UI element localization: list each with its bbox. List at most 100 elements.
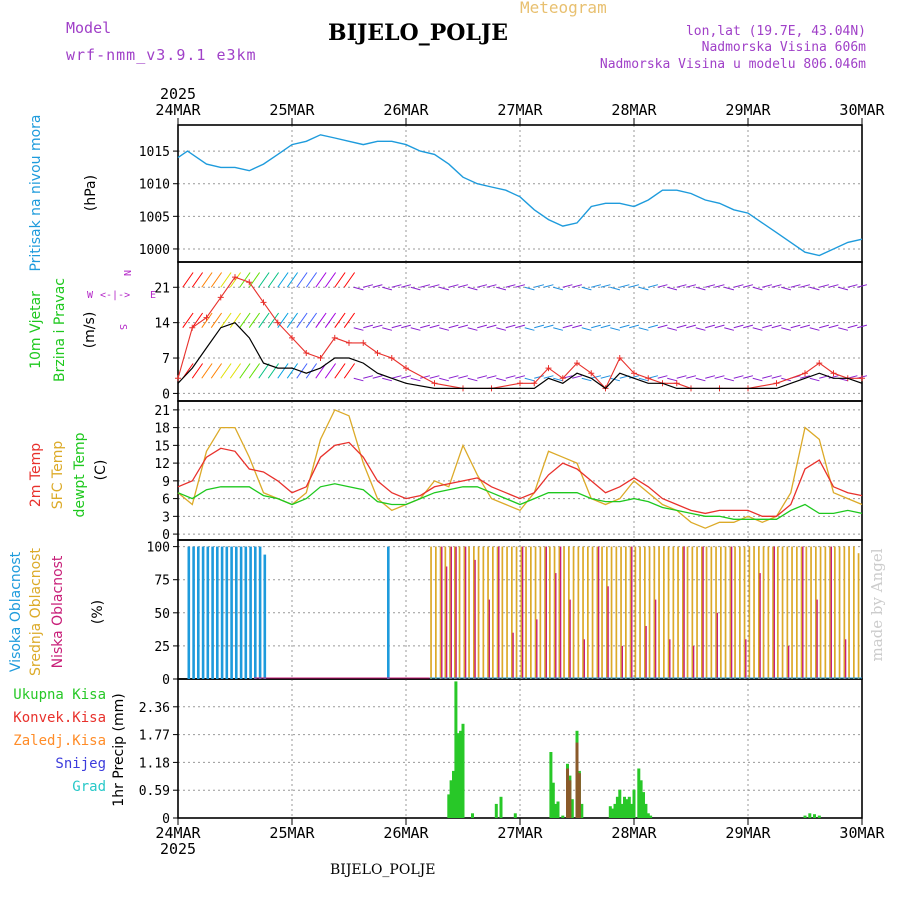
mid-cloud-bar xyxy=(691,546,694,679)
wind-barb xyxy=(267,363,280,379)
compass-s: S xyxy=(117,324,128,330)
wind-barb xyxy=(343,272,356,288)
mid-cloud-bar xyxy=(454,546,456,679)
wind-barb xyxy=(305,312,318,328)
total-rain-bar xyxy=(808,813,812,818)
wind-barb xyxy=(686,284,697,288)
high-cloud-bar xyxy=(220,546,224,679)
total-rain-bar xyxy=(817,815,821,818)
y-tick-label: 21 xyxy=(154,404,170,419)
wind-barb xyxy=(733,284,744,288)
wind-barb xyxy=(705,324,716,329)
wind-barb xyxy=(448,284,459,288)
y-tick-label: 1010 xyxy=(139,178,170,193)
x-tick-label-bottom: 24MAR xyxy=(155,824,201,842)
wind-barb xyxy=(420,324,431,329)
mid-cloud-bar xyxy=(615,546,618,679)
mid-cloud-bar xyxy=(596,546,599,679)
wind-barb xyxy=(239,312,251,328)
y-tick-label: 7 xyxy=(162,352,170,367)
wind-barb xyxy=(410,377,421,382)
wind-gust-marker xyxy=(773,380,780,387)
wind-barb xyxy=(800,375,811,379)
wind-barb xyxy=(496,377,507,382)
wind-barb xyxy=(638,286,649,291)
mid-cloud-bar xyxy=(444,546,447,679)
wind-barb xyxy=(857,324,868,329)
wind-barb xyxy=(762,375,773,379)
wind-gust-marker xyxy=(303,349,310,356)
mid-cloud-bar xyxy=(753,546,755,679)
mid-cloud-bar xyxy=(710,546,713,679)
wind-gust-marker xyxy=(388,355,395,362)
wind-gust-marker xyxy=(531,380,538,387)
y-tick-label: 18 xyxy=(154,422,170,437)
mid-cloud-bar xyxy=(539,546,542,679)
high-cloud-bar xyxy=(197,546,200,679)
wind-barb xyxy=(343,363,356,379)
low-cloud-bar xyxy=(445,566,448,679)
mid-cloud-bar xyxy=(439,546,442,679)
wind-barb xyxy=(667,286,678,291)
mid-cloud-bar xyxy=(648,546,651,679)
low-cloud-bar xyxy=(702,546,704,679)
total-rain-bar xyxy=(639,780,643,818)
mid-cloud-bar xyxy=(496,546,499,679)
wind-barb xyxy=(591,375,602,379)
low-cloud-bar xyxy=(607,586,609,679)
wind-barb xyxy=(705,284,716,288)
wind-barb xyxy=(524,327,535,331)
ylabel-wind-1: 10m Vjetar xyxy=(28,291,44,369)
total-rain-bar xyxy=(637,768,641,818)
mid-cloud-bar xyxy=(601,546,603,679)
wind-barb xyxy=(847,324,858,329)
wind-barb xyxy=(467,377,478,382)
total-rain-bar xyxy=(454,681,458,818)
convective-rain-bar xyxy=(575,742,579,818)
x-tick-label-top: 28MAR xyxy=(611,101,657,119)
total-rain-bar xyxy=(551,782,555,818)
total-rain-bar xyxy=(644,803,648,818)
wind-barb xyxy=(486,284,497,288)
compass-w: W xyxy=(87,290,94,301)
wind-barb xyxy=(610,286,621,291)
wind-barb xyxy=(809,327,820,331)
mid-cloud-bar xyxy=(449,546,451,679)
ylabel-wind-unit: (m/s) xyxy=(82,312,98,349)
y-tick-label: 50 xyxy=(154,607,170,622)
wind-barb xyxy=(382,377,393,382)
mid-cloud-bar xyxy=(568,546,570,679)
mid-cloud-bar xyxy=(530,546,532,679)
low-cloud-bar xyxy=(621,645,623,679)
low-cloud-bar xyxy=(498,546,500,679)
wind-barb xyxy=(629,284,640,288)
wind-barb xyxy=(239,363,251,379)
ylabel-temp-unit: (C) xyxy=(93,460,109,481)
mid-cloud-bar xyxy=(843,546,846,679)
wind-barb xyxy=(391,284,402,288)
wind-barb xyxy=(515,375,526,379)
mid-cloud-bar xyxy=(834,546,836,679)
wind-barb xyxy=(372,375,383,379)
mid-cloud-bar xyxy=(501,546,504,679)
low-cloud-bar xyxy=(555,573,557,679)
total-rain-bar xyxy=(630,803,634,818)
low-cloud-bar xyxy=(559,546,562,679)
mid-cloud-bar xyxy=(724,546,727,679)
wind-barb xyxy=(324,272,337,288)
x-tick-label-bottom: 27MAR xyxy=(497,824,543,842)
mid-cloud-bar xyxy=(777,546,779,679)
wind-barb xyxy=(334,363,346,379)
wind-barb xyxy=(752,286,763,291)
total-rain-bar xyxy=(632,789,636,818)
wind-barb xyxy=(439,377,450,382)
elevation-label: Nadmorska Visina 606m xyxy=(701,40,866,55)
wind-barb xyxy=(486,324,497,329)
low-cloud-bar xyxy=(474,559,476,679)
mid-cloud-bar xyxy=(686,546,689,679)
wind-barb xyxy=(771,284,782,288)
mid-cloud-bar xyxy=(853,546,855,679)
wind-barb xyxy=(258,312,270,328)
convective-rain-bar xyxy=(566,768,569,818)
wind-barb xyxy=(391,375,402,379)
